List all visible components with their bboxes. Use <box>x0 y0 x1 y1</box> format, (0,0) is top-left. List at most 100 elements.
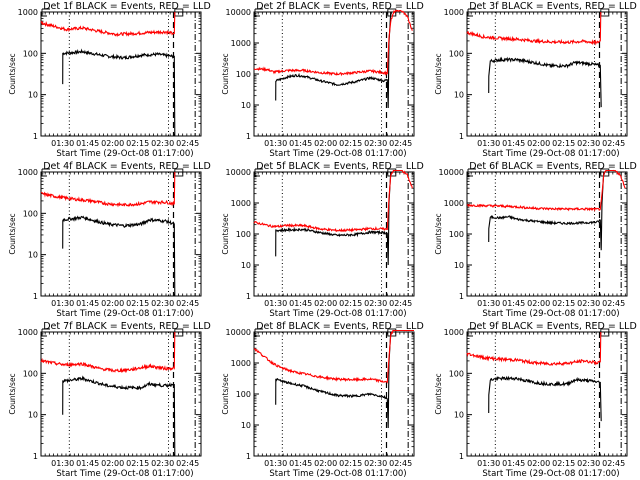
x-tick-label: 02:00 <box>101 139 124 148</box>
x-axis-label: Start Time (29-Oct-08 01:17:00) <box>269 149 406 159</box>
interval-bracket-marker <box>41 168 50 177</box>
chart-title: Det 3f BLACK = Events, RED = LLD <box>469 1 637 12</box>
x-tick-label: 01:45 <box>289 139 312 148</box>
x-tick-label: 02:00 <box>527 459 550 468</box>
x-axis-label: Start Time (29-Oct-08 01:17:00) <box>56 309 193 319</box>
series-lld-line <box>253 9 413 77</box>
panel-det-7f: Det 7f BLACK = Events, RED = LLD 1 10 100 10… <box>0 320 213 480</box>
series-lld-line <box>466 11 602 46</box>
chart-title: Det 9f BLACK = Events, RED = LLD <box>469 321 637 332</box>
x-tick-label: 02:30 <box>364 299 387 308</box>
x-tick-label: 02:45 <box>389 139 412 148</box>
y-tick-label: 100 <box>449 230 464 239</box>
x-tick-label: 02:45 <box>389 299 412 308</box>
y-tick-label: 1 <box>246 452 251 461</box>
y-axis-label: Counts/sec <box>8 373 17 414</box>
panel-det-1f: Det 1f BLACK = Events, RED = LLD 1 10 100 10… <box>0 0 213 160</box>
x-tick-label: 01:45 <box>76 459 99 468</box>
plot-svg-3f: Det 3f BLACK = Events, RED = LLD 1 10 100 10… <box>434 1 637 159</box>
interval-bracket-marker <box>41 8 50 17</box>
y-axis-label: Counts/sec <box>221 53 230 94</box>
y-tick-label: 1000 <box>231 39 251 48</box>
y-axis-label: Counts/sec <box>221 213 230 254</box>
x-tick-label: 02:15 <box>552 139 575 148</box>
y-tick-label: 1000 <box>444 8 464 17</box>
y-axis-label: Counts/sec <box>8 213 17 254</box>
y-tick-label: 1 <box>246 132 251 141</box>
series-events-line <box>62 48 176 137</box>
x-tick-label: 02:15 <box>339 139 362 148</box>
chart-title: Det 6f BLACK = Events, RED = LLD <box>469 161 637 172</box>
x-tick-label: 01:45 <box>76 139 99 148</box>
chart-title: Det 5f BLACK = Events, RED = LLD <box>256 161 424 172</box>
x-tick-label: 01:30 <box>51 139 74 148</box>
x-tick-label: 01:30 <box>477 459 500 468</box>
panel-det-9f: Det 9f BLACK = Events, RED = LLD 1 10 100 10… <box>426 320 639 480</box>
x-tick-label: 02:15 <box>552 299 575 308</box>
x-tick-label: 01:45 <box>289 299 312 308</box>
y-tick-label: 1 <box>33 292 38 301</box>
plot-svg-8f: Det 8f BLACK = Events, RED = LLD 1 10 100 10… <box>221 321 424 479</box>
plot-svg-6f: Det 6f BLACK = Events, RED = LLD 1 10 100 10… <box>434 161 637 319</box>
x-tick-label: 02:30 <box>577 299 600 308</box>
series-events-line <box>275 171 392 266</box>
panel-det-5f: Det 5f BLACK = Events, RED = LLD 1 10 100 10… <box>213 160 426 320</box>
series-lld-line <box>253 329 414 384</box>
x-tick-label: 02:15 <box>126 299 149 308</box>
x-tick-label: 02:30 <box>577 139 600 148</box>
series-lld-line <box>40 331 176 374</box>
x-tick-label: 01:30 <box>51 459 74 468</box>
y-tick-label: 1 <box>246 292 251 301</box>
x-tick-label: 01:30 <box>264 139 287 148</box>
x-tick-label: 02:30 <box>577 459 600 468</box>
chart-title: Det 4f BLACK = Events, RED = LLD <box>43 161 211 172</box>
y-tick-label: 1000 <box>444 199 464 208</box>
x-tick-label: 01:45 <box>502 459 525 468</box>
series-events-line <box>62 215 176 297</box>
y-axis-label: Counts/sec <box>434 53 443 94</box>
x-tick-label: 01:30 <box>477 299 500 308</box>
y-tick-label: 1000 <box>231 359 251 368</box>
y-tick-label: 1000 <box>444 328 464 337</box>
plot-svg-1f: Det 1f BLACK = Events, RED = LLD 1 10 100 10… <box>8 1 211 159</box>
series-lld-line <box>466 331 602 367</box>
interval-bracket-marker <box>254 328 263 337</box>
plot-svg-5f: Det 5f BLACK = Events, RED = LLD 1 10 100 10… <box>221 161 424 319</box>
y-tick-label: 1 <box>459 132 464 141</box>
interval-bracket-marker <box>254 168 263 177</box>
chart-title: Det 8f BLACK = Events, RED = LLD <box>256 321 424 332</box>
x-tick-label: 02:30 <box>364 139 387 148</box>
x-tick-label: 02:15 <box>339 299 362 308</box>
chart-title: Det 7f BLACK = Events, RED = LLD <box>43 321 211 332</box>
saa-box-marker <box>387 328 397 337</box>
y-tick-label: 100 <box>23 369 38 378</box>
y-tick-label: 10 <box>454 91 464 100</box>
y-tick-label: 10 <box>241 261 251 270</box>
x-tick-label: 02:30 <box>151 459 174 468</box>
x-tick-label: 02:00 <box>314 139 337 148</box>
chart-title: Det 2f BLACK = Events, RED = LLD <box>256 1 424 12</box>
panel-det-4f: Det 4f BLACK = Events, RED = LLD 1 10 100 10… <box>0 160 213 320</box>
series-events-line <box>488 375 602 422</box>
x-tick-label: 01:45 <box>502 299 525 308</box>
y-tick-label: 10000 <box>226 168 251 177</box>
x-tick-label: 02:45 <box>176 459 199 468</box>
plot-frame <box>466 11 628 137</box>
y-tick-label: 100 <box>23 49 38 58</box>
y-tick-label: 1000 <box>18 328 38 337</box>
x-axis-label: Start Time (29-Oct-08 01:17:00) <box>269 469 406 479</box>
x-tick-label: 02:45 <box>176 139 199 148</box>
interval-bracket-marker <box>41 328 50 337</box>
x-axis-label: Start Time (29-Oct-08 01:17:00) <box>269 309 406 319</box>
interval-bracket-marker <box>467 328 476 337</box>
series-events-line <box>488 171 605 251</box>
y-tick-label: 10 <box>454 411 464 420</box>
x-tick-label: 02:00 <box>314 459 337 468</box>
saa-box-marker <box>600 168 610 177</box>
x-tick-label: 02:00 <box>527 139 550 148</box>
x-tick-label: 01:30 <box>264 299 287 308</box>
y-tick-label: 1000 <box>18 168 38 177</box>
y-axis-label: Counts/sec <box>8 53 17 94</box>
interval-bracket-marker <box>467 8 476 17</box>
plot-svg-2f: Det 2f BLACK = Events, RED = LLD 1 10 100 10… <box>221 1 424 159</box>
